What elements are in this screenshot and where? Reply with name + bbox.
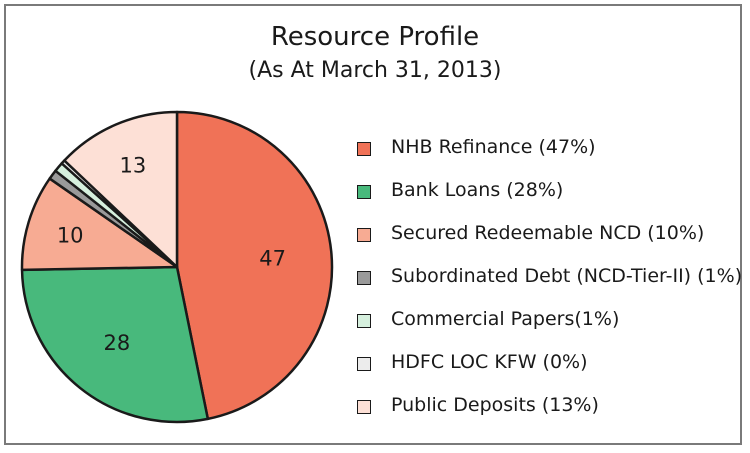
legend-label: Commercial Papers(1%) xyxy=(391,308,620,330)
legend-item-hdfc-loc-kfw: HDFC LOC KFW (0%) xyxy=(357,345,737,388)
chart-subtitle: (As At March 31, 2013) xyxy=(248,58,502,83)
legend-swatch xyxy=(357,185,371,199)
slice-label-nhb-refinance: 47 xyxy=(259,246,286,270)
legend-label: Subordinated Debt (NCD-Tier-II) (1%) xyxy=(391,265,743,287)
pie-slice-secured-redeemable-ncd xyxy=(20,177,179,272)
legend-swatch xyxy=(357,400,371,414)
legend-label: Bank Loans (28%) xyxy=(391,179,564,201)
legend-label: NHB Refinance (47%) xyxy=(391,136,596,158)
slice-label-bank-loans: 28 xyxy=(104,331,131,355)
legend-swatch xyxy=(357,142,371,156)
legend-item-public-deposits: Public Deposits (13%) xyxy=(357,388,737,431)
chart-title: Resource Profile xyxy=(270,22,480,52)
legend-label: Public Deposits (13%) xyxy=(391,394,599,416)
pie-slice-public-deposits xyxy=(63,110,179,269)
legend-item-secured-redeemable-ncd: Secured Redeemable NCD (10%) xyxy=(357,216,737,259)
legend-label: Secured Redeemable NCD (10%) xyxy=(391,222,705,244)
legend-swatch xyxy=(357,314,371,328)
legend-item-nhb-refinance: NHB Refinance (47%) xyxy=(357,130,737,173)
legend-swatch xyxy=(357,228,371,242)
chart-legend: NHB Refinance (47%) Bank Loans (28%) Secur… xyxy=(357,130,742,431)
legend-item-bank-loans: Bank Loans (28%) xyxy=(357,173,737,216)
pie-slice-nhb-refinance xyxy=(175,110,334,421)
legend-swatch xyxy=(357,357,371,371)
legend-item-commercial-papers: Commercial Papers(1%) xyxy=(357,302,737,345)
slice-label-secured-redeemable-ncd: 10 xyxy=(57,224,84,248)
slice-label-public-deposits: 13 xyxy=(119,154,146,178)
legend-swatch xyxy=(357,271,371,285)
legend-item-subordinated-debt-ncd-tier-ii: Subordinated Debt (NCD-Tier-II) (1%) xyxy=(357,259,742,302)
pie-slice-bank-loans xyxy=(20,265,210,424)
legend-label: HDFC LOC KFW (0%) xyxy=(391,351,588,373)
